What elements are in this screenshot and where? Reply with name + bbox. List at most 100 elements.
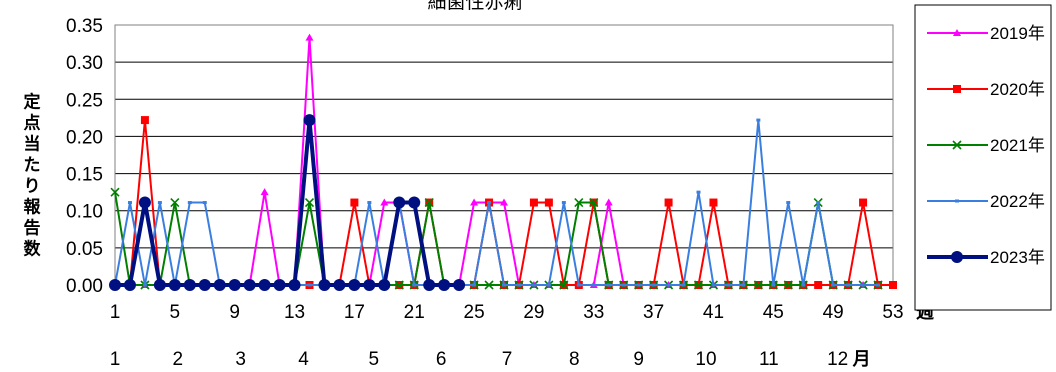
marker-dash	[666, 283, 671, 287]
marker-dash	[771, 283, 776, 287]
legend-entry: 2019年	[990, 24, 1045, 43]
legend-entry: 2020年	[990, 80, 1045, 99]
marker-circle	[153, 279, 166, 291]
x-tick-label: 13	[284, 302, 305, 323]
marker-circle	[123, 279, 136, 291]
marker-dash	[561, 201, 566, 205]
marker-x	[783, 280, 793, 290]
marker-triangle	[953, 29, 961, 36]
marker-x	[574, 197, 584, 208]
marker-x	[753, 280, 763, 290]
marker-dash	[531, 283, 536, 287]
y-tick-label: 0.10	[66, 202, 103, 223]
marker-dash	[786, 201, 791, 205]
month-label: 5	[369, 349, 380, 370]
series-2019年	[111, 33, 883, 288]
marker-circle	[951, 251, 963, 263]
marker-square	[814, 281, 823, 289]
marker-dash	[816, 201, 821, 205]
marker-x	[559, 280, 569, 290]
marker-dash	[876, 283, 881, 287]
marker-dash	[472, 283, 477, 287]
y-tick-label: 0.35	[66, 16, 103, 37]
x-tick-label: 1	[110, 302, 121, 323]
y-tick-label: 0.15	[66, 165, 103, 186]
marker-circle	[363, 279, 376, 291]
marker-dash	[307, 283, 312, 287]
marker-circle	[243, 279, 256, 291]
x-tick-label: 25	[464, 302, 485, 323]
marker-dash	[756, 118, 761, 122]
marker-square	[953, 85, 961, 93]
x-tick-label: 45	[763, 302, 784, 323]
legend: 2019年 2020年 2021年 2022年 2023年	[914, 4, 1052, 311]
legend-box	[914, 4, 1052, 311]
plot-area: 0.000.050.100.150.200.250.300.351 5 9 13 17 2…	[66, 16, 934, 370]
y-tick-label: 0.05	[66, 239, 103, 260]
marker-square	[529, 198, 538, 207]
marker-dash	[955, 199, 959, 203]
month-label: 10	[695, 349, 716, 370]
y-tick-label: 0.30	[66, 53, 103, 74]
marker-circle	[273, 279, 286, 291]
y-tick-label: 0.00	[66, 276, 103, 297]
marker-triangle	[470, 198, 479, 206]
marker-dash	[157, 201, 162, 205]
marker-square	[350, 198, 359, 207]
marker-circle	[213, 279, 226, 291]
marker-dash	[741, 283, 746, 287]
marker-circle	[109, 279, 121, 291]
marker-x	[304, 197, 315, 208]
marker-dash	[711, 283, 716, 287]
month-label: 8	[569, 349, 580, 370]
marker-x	[170, 197, 180, 208]
marker-dash	[591, 283, 596, 287]
marker-triangle	[500, 198, 508, 206]
x-tick-label: 9	[229, 302, 240, 323]
marker-dash	[367, 201, 372, 205]
x-tick-label: 5	[170, 302, 181, 323]
marker-dash	[681, 283, 686, 287]
marker-dash	[516, 283, 521, 287]
marker-dash	[606, 283, 611, 287]
marker-triangle	[305, 33, 314, 41]
marker-x	[693, 280, 704, 290]
marker-triangle	[380, 198, 389, 206]
marker-dash	[546, 283, 551, 287]
series-line	[115, 119, 460, 287]
marker-dash	[861, 283, 866, 287]
plot-frame	[114, 24, 894, 286]
marker-dash	[127, 201, 132, 205]
month-label: 4	[298, 349, 309, 370]
legend-entry: 2021年	[990, 136, 1045, 155]
marker-circle	[408, 196, 421, 209]
x-tick-label: 37	[643, 302, 664, 323]
marker-dash	[636, 283, 641, 287]
marker-dash	[202, 201, 207, 205]
marker-dash	[142, 283, 147, 287]
marker-square	[664, 198, 673, 207]
month-label: 1	[110, 349, 121, 370]
x-tick-label: 29	[523, 302, 544, 323]
legend-entry: 2022年	[990, 192, 1045, 211]
chart-title: 細菌性赤痢	[427, 0, 522, 13]
marker-square	[709, 198, 718, 207]
marker-dash	[831, 283, 836, 287]
x-tick-label: 53	[882, 302, 903, 323]
marker-dash	[412, 283, 417, 287]
marker-circle	[168, 279, 181, 291]
marker-circle	[318, 279, 331, 291]
marker-circle	[303, 114, 316, 127]
x-tick-label: 21	[404, 302, 425, 323]
marker-triangle	[260, 188, 269, 196]
marker-circle	[423, 279, 436, 291]
month-label: 9	[633, 349, 644, 370]
marker-circle	[438, 279, 451, 291]
marker-dash	[846, 283, 851, 287]
x-tick-label: 17	[344, 302, 365, 323]
marker-dash	[621, 283, 626, 287]
series-2023年	[109, 114, 466, 291]
marker-dash	[801, 283, 806, 287]
month-unit: 月	[852, 349, 871, 370]
